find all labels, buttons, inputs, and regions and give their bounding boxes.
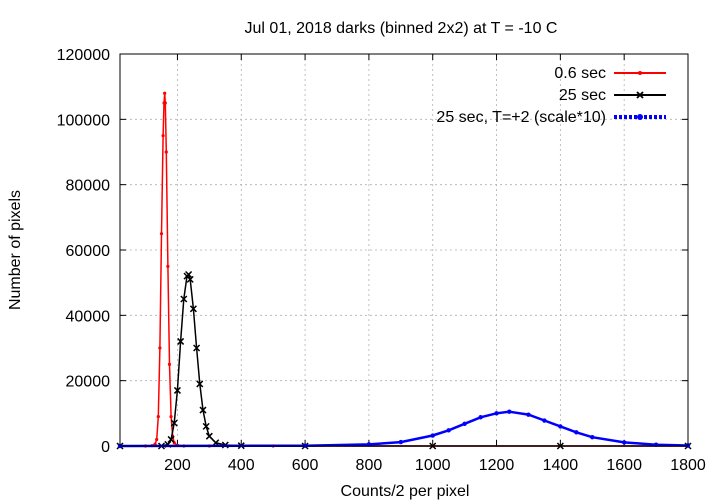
data-point (163, 91, 167, 95)
legend-marker (637, 114, 643, 120)
y-tick-label: 120000 (57, 47, 110, 64)
data-point (590, 434, 595, 440)
x-tick-label: 1000 (415, 457, 451, 474)
data-point (158, 346, 162, 350)
y-tick-label: 20000 (66, 374, 111, 391)
x-tick-label: 800 (356, 457, 383, 474)
data-point (186, 275, 194, 283)
x-axis-label: Counts/2 per pixel (341, 483, 470, 500)
data-point (196, 380, 204, 388)
y-tick-label: 0 (101, 439, 110, 456)
x-tick-label: 1800 (670, 457, 706, 474)
data-point (166, 264, 170, 268)
series-line (119, 410, 689, 448)
data-point (163, 101, 167, 105)
data-point (494, 411, 499, 416)
axis-ticks: 0 20000 40000 60000 80000 100000 120000 200 400 6… (57, 47, 706, 474)
series-1 (116, 270, 692, 450)
data-point (170, 419, 178, 427)
data-point (185, 270, 193, 279)
data-point (462, 421, 467, 426)
data-point (542, 418, 547, 423)
data-point (507, 409, 512, 414)
data-point (180, 295, 188, 303)
data-point (558, 424, 563, 429)
data-point (155, 437, 159, 442)
legend-label: 0.6 sec (554, 65, 606, 82)
data-point (177, 337, 185, 345)
data-point (167, 435, 175, 443)
data-point (478, 415, 483, 420)
plot-frame (119, 53, 689, 447)
data-point (169, 415, 173, 419)
x-tick-label: 1200 (479, 457, 515, 474)
data-point (526, 412, 531, 417)
legend-label: 25 sec, T=+2 (scale*10) (436, 109, 606, 126)
y-tick-label: 80000 (66, 178, 111, 195)
x-tick-label: 600 (292, 457, 319, 474)
series-0 (118, 91, 690, 448)
x-tick-label: 400 (228, 457, 255, 474)
data-point (193, 344, 201, 352)
series-line (120, 273, 688, 447)
data-point (156, 415, 160, 419)
data-point (202, 422, 210, 430)
data-point (167, 362, 172, 366)
data-point (366, 442, 372, 447)
data-point (446, 428, 451, 433)
grid (120, 54, 688, 446)
data-point (164, 150, 168, 154)
data-point (199, 406, 207, 414)
data-point (161, 134, 165, 138)
y-tick-label: 100000 (57, 112, 110, 129)
legend-label: 25 sec (559, 87, 606, 104)
legend: 0.6 sec 25 sec 25 sec, T=+2 (scale*10) (436, 65, 666, 126)
y-axis-label: Number of pixels (7, 190, 24, 310)
data-point (173, 386, 181, 394)
legend-marker (636, 91, 644, 99)
x-tick-label: 1600 (606, 457, 642, 474)
x-tick-label: 1400 (543, 457, 579, 474)
data-point (430, 433, 435, 438)
data-point (159, 232, 164, 236)
data-point (189, 305, 197, 313)
data-point (398, 439, 404, 445)
chart-title: Jul 01, 2018 darks (binned 2x2) at T = -… (245, 20, 558, 37)
y-tick-label: 40000 (66, 308, 111, 325)
data-point (621, 440, 627, 445)
x-tick-label: 200 (164, 457, 191, 474)
legend-marker (638, 71, 642, 75)
series-layer (116, 91, 692, 450)
data-point (205, 432, 213, 440)
y-tick-label: 60000 (66, 243, 111, 260)
series-line (120, 93, 688, 447)
data-point (574, 430, 579, 435)
